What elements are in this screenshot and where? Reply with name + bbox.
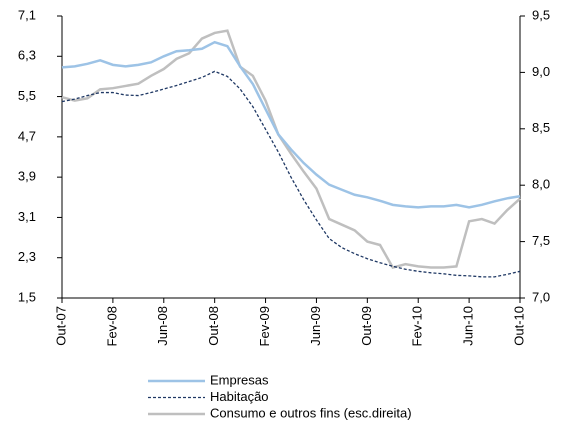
series-line [61, 29, 521, 270]
y-tick-label: 3,9 [18, 169, 36, 184]
y-tick-label: 1,5 [18, 289, 36, 304]
legend-label: Consumo e outros fins (esc.direita) [210, 405, 412, 420]
x-tick-label: Out-07 [53, 306, 68, 346]
y2-tick-label: 7,0 [532, 289, 550, 304]
series-line [61, 40, 521, 209]
y-tick-label: 2,3 [18, 249, 36, 264]
series-line [61, 70, 521, 278]
legend-label: Habitação [210, 389, 269, 404]
y-tick-label: 6,3 [18, 48, 36, 63]
y2-tick-label: 9,0 [532, 64, 550, 79]
x-tick-label: Fev-08 [104, 306, 119, 346]
x-tick-label: Jun-10 [461, 306, 476, 346]
y2-tick-label: 8,5 [532, 120, 550, 135]
y-tick-label: 5,5 [18, 88, 36, 103]
x-tick-label: Out-09 [359, 306, 374, 346]
y-tick-label: 7,1 [18, 7, 36, 22]
y-tick-label: 3,1 [18, 209, 36, 224]
x-tick-label: Jun-09 [308, 306, 323, 346]
y-tick-label: 4,7 [18, 128, 36, 143]
x-tick-label: Fev-09 [257, 306, 272, 346]
y2-tick-label: 7,5 [532, 233, 550, 248]
x-tick-label: Out-08 [206, 306, 221, 346]
x-tick-label: Out-10 [511, 306, 526, 346]
legend-label: Empresas [210, 372, 269, 387]
y2-tick-label: 8,0 [532, 177, 550, 192]
y2-tick-label: 9,5 [532, 7, 550, 22]
x-tick-label: Jun-08 [155, 306, 170, 346]
x-tick-label: Fev-10 [410, 306, 425, 346]
